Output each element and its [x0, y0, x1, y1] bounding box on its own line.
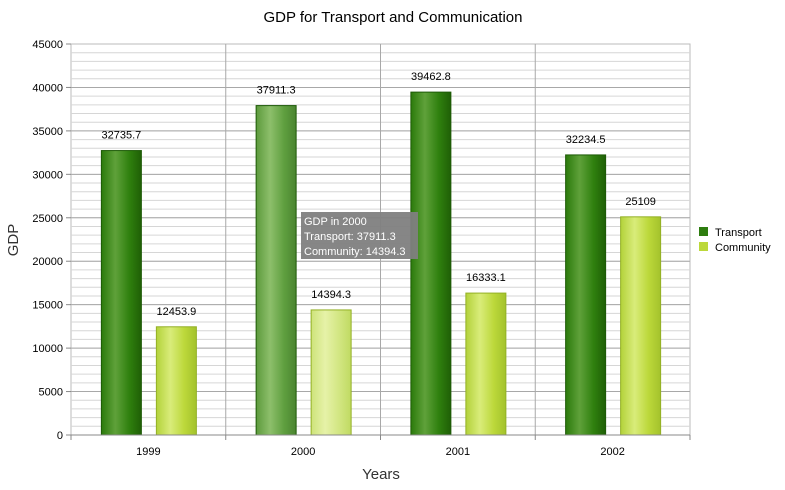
- data-label: 16333.1: [466, 272, 506, 284]
- y-tick-label: 15000: [32, 300, 63, 312]
- legend-swatch-community: [699, 242, 708, 251]
- legend-label-transport: Transport: [715, 227, 762, 239]
- y-axis: 0 5000 10000 15000 20000 25000 30000 35000 40000…: [32, 39, 71, 442]
- bar-community-2001[interactable]: [465, 292, 507, 436]
- x-tick-label: 2000: [291, 446, 315, 458]
- y-tick-label: 20000: [32, 256, 63, 268]
- data-label: 39462.8: [411, 71, 451, 83]
- bars: [100, 91, 662, 436]
- tooltip: GDP in 2000 Transport: 37911.3 Community…: [301, 212, 418, 259]
- x-axis-title: Years: [362, 466, 400, 483]
- y-tick-label: 25000: [32, 213, 63, 225]
- data-label: 12453.9: [156, 306, 196, 318]
- y-tick-label: 45000: [32, 39, 63, 51]
- tooltip-line-1: GDP in 2000: [304, 216, 367, 228]
- data-labels: 32735.7 12453.9 37911.3 14394.3 39462.8 16333…: [101, 71, 655, 318]
- data-label: 14394.3: [311, 289, 351, 301]
- data-label: 25109: [625, 196, 656, 208]
- data-label: 32234.5: [566, 134, 606, 146]
- y-tick-label: 5000: [39, 387, 63, 399]
- bar-transport-2002[interactable]: [565, 154, 607, 436]
- x-tick-label: 2001: [446, 446, 470, 458]
- x-tick-label: 2002: [600, 446, 624, 458]
- chart-title: GDP for Transport and Communication: [263, 9, 522, 26]
- bar-transport-2000[interactable]: [255, 105, 297, 436]
- bar-transport-1999[interactable]: [100, 150, 142, 436]
- bar-community-2000[interactable]: [310, 309, 352, 436]
- legend-label-community: Community: [715, 242, 771, 254]
- y-tick-label: 10000: [32, 343, 63, 355]
- y-tick-label: 40000: [32, 82, 63, 94]
- y-axis-title: GDP: [5, 224, 22, 257]
- tooltip-line-2: Transport: 37911.3: [304, 231, 396, 243]
- tooltip-background: [301, 212, 418, 259]
- x-axis: 1999 2000 2001 2002: [70, 434, 691, 458]
- y-tick-label: 0: [57, 430, 63, 442]
- data-label: 37911.3: [257, 85, 296, 97]
- legend: Transport Community: [699, 227, 771, 254]
- bar-community-1999[interactable]: [155, 326, 197, 436]
- y-tick-label: 30000: [32, 169, 63, 181]
- tooltip-line-3: Community: 14394.3: [304, 246, 406, 258]
- legend-swatch-transport: [699, 227, 708, 236]
- x-tick-label: 1999: [136, 446, 160, 458]
- bar-transport-2001[interactable]: [410, 91, 452, 436]
- y-tick-label: 35000: [32, 126, 63, 138]
- bar-community-2002[interactable]: [620, 216, 662, 436]
- data-label: 32735.7: [101, 130, 141, 142]
- plot-area: 32735.7 12453.9 37911.3 14394.3 39462.8 16333…: [70, 43, 691, 436]
